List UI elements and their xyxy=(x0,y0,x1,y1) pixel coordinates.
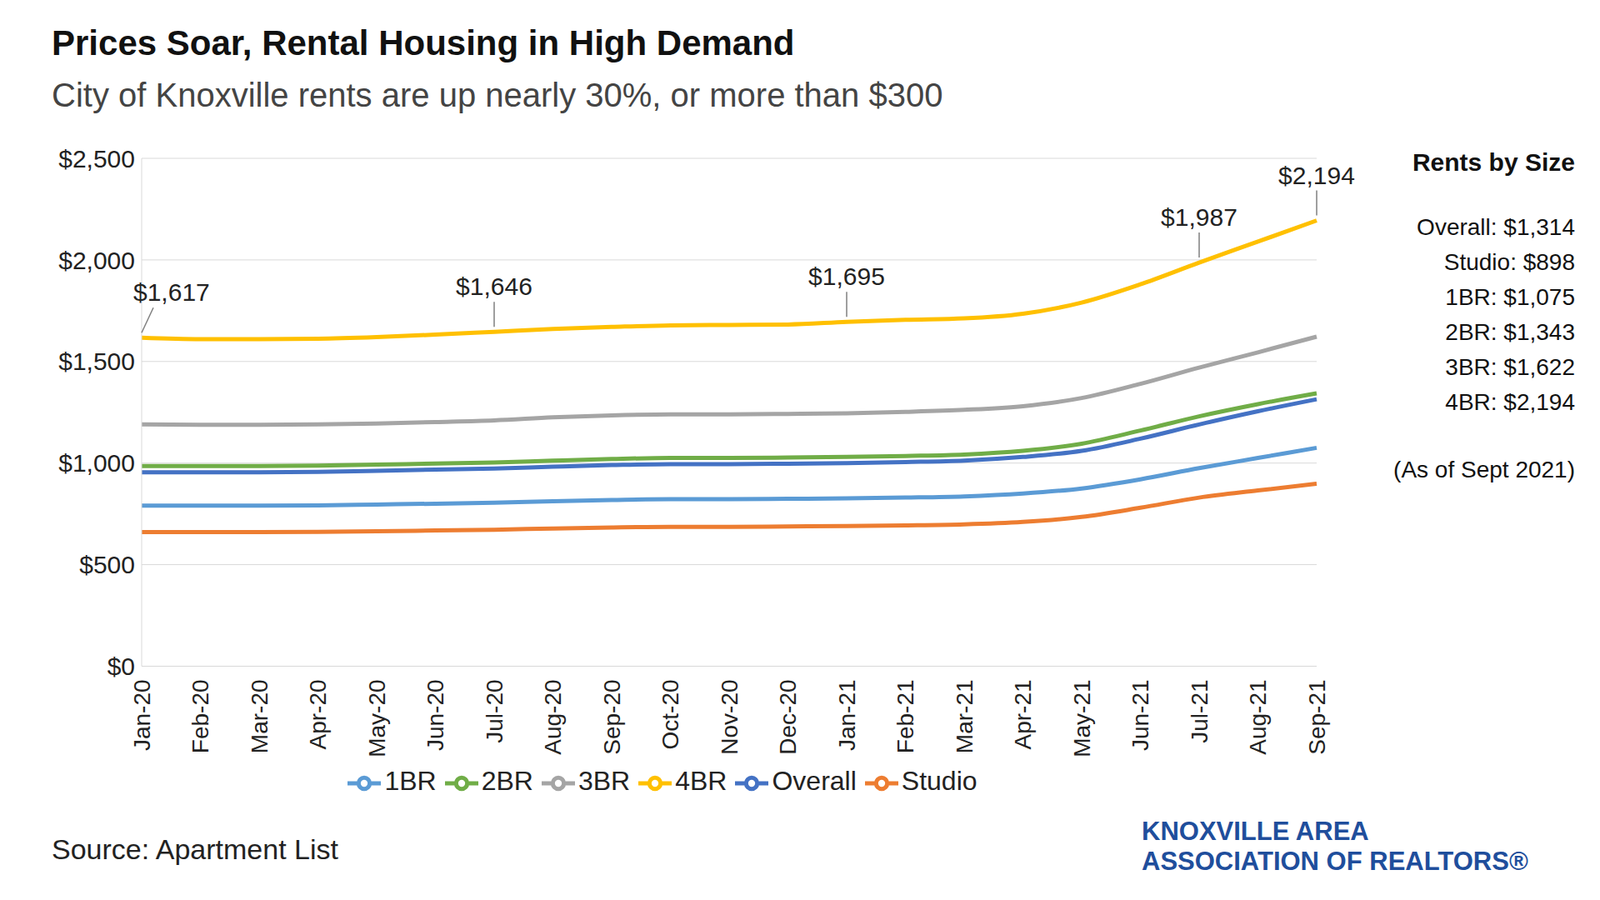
html-text:Prices Soar, Rental Housing in: Prices Soar, Rental Housing in High Dema… xyxy=(51,23,795,63)
svg-text:Apr-20: Apr-20 xyxy=(305,679,331,750)
html-text:1BR: $1,075: 1BR: $1,075 xyxy=(1445,284,1575,310)
html-text:Overall: $1,314: Overall: $1,314 xyxy=(1416,214,1575,240)
svg-text:$500: $500 xyxy=(79,550,135,579)
html-text:City of Knoxville rents are up: City of Knoxville rents are up nearly 30… xyxy=(51,76,943,114)
svg-text:May-21: May-21 xyxy=(1069,679,1095,757)
html-text:3BR: 3BR xyxy=(578,766,631,797)
svg-text:Aug-21: Aug-21 xyxy=(1245,679,1271,755)
svg-text:Apr-21: Apr-21 xyxy=(1010,679,1036,750)
html-text:4BR: $2,194: 4BR: $2,194 xyxy=(1445,389,1575,415)
html-text:Studio: Studio xyxy=(901,766,978,797)
html-text:3BR: $1,622: 3BR: $1,622 xyxy=(1445,354,1575,380)
svg-text:$2,500: $2,500 xyxy=(58,145,135,173)
svg-text:Nov-20: Nov-20 xyxy=(716,679,743,755)
svg-text:Jul-21: Jul-21 xyxy=(1186,679,1213,743)
svg-text:Aug-20: Aug-20 xyxy=(540,679,566,755)
svg-text:Oct-20: Oct-20 xyxy=(657,679,684,750)
svg-text:Jul-20: Jul-20 xyxy=(481,679,508,743)
svg-text:Jun-21: Jun-21 xyxy=(1127,679,1154,751)
html-text:KNOXVILLE AREA: KNOXVILLE AREA xyxy=(1141,816,1369,846)
svg-text:$1,000: $1,000 xyxy=(58,449,135,477)
svg-text:$2,194: $2,194 xyxy=(1278,161,1355,190)
html-text:ASSOCIATION OF REALTORS®: ASSOCIATION OF REALTORS® xyxy=(1141,846,1529,876)
svg-text:$1,695: $1,695 xyxy=(808,262,885,290)
svg-text:Mar-21: Mar-21 xyxy=(951,679,978,754)
svg-text:$1,617: $1,617 xyxy=(133,278,210,306)
html-text:Source: Apartment List: Source: Apartment List xyxy=(51,833,339,865)
svg-text:Feb-20: Feb-20 xyxy=(187,679,214,754)
html-text:1BR: 1BR xyxy=(384,766,437,797)
svg-text:$1,646: $1,646 xyxy=(455,272,533,300)
html-text:2BR: 2BR xyxy=(481,766,534,797)
svg-text:$0: $0 xyxy=(107,652,135,680)
html-text:Studio: $898: Studio: $898 xyxy=(1444,249,1575,275)
svg-text:$1,500: $1,500 xyxy=(58,347,135,375)
html-text:4BR: 4BR xyxy=(675,766,728,797)
html-text:2BR: $1,343: 2BR: $1,343 xyxy=(1445,319,1575,345)
html-text:(As of Sept 2021): (As of Sept 2021) xyxy=(1393,456,1575,483)
svg-text:Sep-21: Sep-21 xyxy=(1304,679,1330,755)
svg-text:Feb-21: Feb-21 xyxy=(892,679,919,754)
svg-text:Jan-21: Jan-21 xyxy=(834,679,860,751)
svg-text:$2,000: $2,000 xyxy=(58,246,135,275)
svg-text:Mar-20: Mar-20 xyxy=(246,679,273,754)
html-text:Overall: Overall xyxy=(772,766,857,797)
svg-text:Sep-20: Sep-20 xyxy=(599,679,625,755)
svg-text:Jun-20: Jun-20 xyxy=(422,679,449,751)
svg-text:Dec-20: Dec-20 xyxy=(775,679,801,755)
svg-text:Jan-20: Jan-20 xyxy=(129,679,155,751)
html-text:Rents by Size: Rents by Size xyxy=(1412,148,1575,176)
svg-text:$1,987: $1,987 xyxy=(1160,203,1238,231)
svg-text:May-20: May-20 xyxy=(364,679,390,757)
